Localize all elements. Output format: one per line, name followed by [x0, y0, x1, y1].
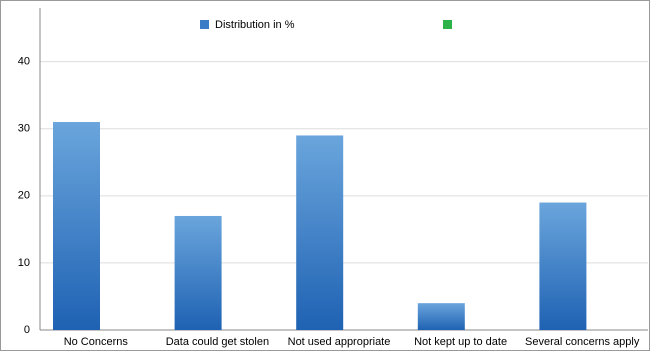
y-tick-label: 0	[24, 324, 30, 336]
x-tick-label: Several concerns apply	[525, 336, 640, 348]
legend-swatch	[200, 20, 209, 29]
bar	[53, 122, 100, 331]
bar	[174, 215, 222, 330]
bar	[296, 135, 344, 330]
x-tick-label: Data could get stolen	[166, 336, 269, 348]
y-tick-label: 20	[18, 190, 30, 202]
y-tick-label: 10	[18, 257, 30, 269]
x-tick-label: No Concerns	[64, 336, 129, 348]
legend-label: Distribution in %	[215, 19, 295, 31]
bar	[417, 303, 465, 330]
x-tick-label: Not used appropriate	[288, 336, 391, 348]
y-tick-label: 40	[18, 56, 30, 68]
bar	[539, 202, 587, 330]
y-tick-label: 30	[18, 123, 30, 135]
legend-swatch	[443, 20, 452, 29]
x-tick-label: Not kept up to date	[414, 336, 507, 348]
